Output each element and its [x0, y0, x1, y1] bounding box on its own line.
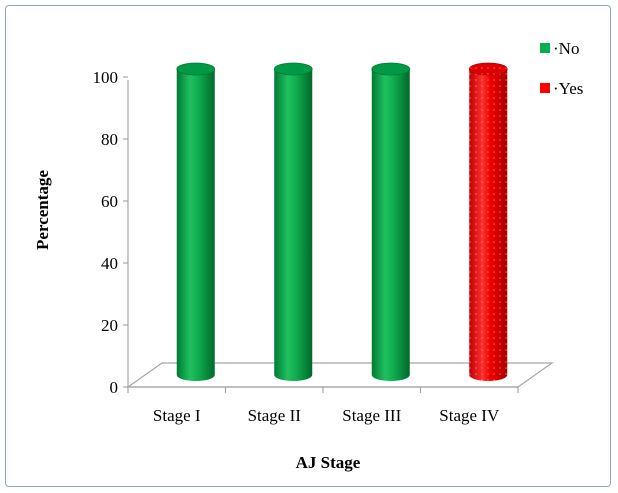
bars-group: [176, 62, 508, 381]
bar-body: [274, 69, 313, 381]
bar-yes-stage-iv[interactable]: [468, 62, 508, 381]
bar-top-cap: [273, 62, 313, 76]
bar-body: [371, 69, 410, 381]
bar-no-stage-ii[interactable]: [273, 62, 313, 381]
y-axis-ticks: 0 20 40 60 80 100: [93, 68, 128, 397]
legend-label-no: ·No: [553, 39, 579, 58]
y-tick-label: 80: [101, 130, 118, 149]
legend: ·No ·Yes: [540, 39, 583, 98]
x-axis-label: AJ Stage: [296, 453, 361, 472]
bar-top-cap: [371, 62, 411, 76]
y-tick-label: 40: [101, 254, 118, 273]
y-tick-label: 60: [101, 192, 118, 211]
bar-no-stage-iii[interactable]: [371, 62, 411, 381]
legend-item-yes[interactable]: ·Yes: [540, 79, 583, 98]
bar-top-pattern: [469, 63, 508, 75]
bar-pattern: [469, 69, 508, 381]
y-tick-label: 100: [93, 68, 119, 87]
x-axis-ticks: Stage I Stage II Stage III Stage IV: [127, 387, 519, 425]
legend-swatch-yes: [540, 83, 550, 93]
bar-top-cap: [176, 62, 216, 76]
bar-body: [176, 69, 215, 381]
y-tick-label: 0: [110, 378, 119, 397]
legend-swatch-no: [540, 43, 550, 53]
x-tick-label: Stage I: [153, 406, 201, 425]
legend-label-yes: ·Yes: [553, 79, 583, 98]
legend-item-no[interactable]: ·No: [540, 39, 579, 58]
y-tick-label: 20: [101, 316, 118, 335]
x-tick-label: Stage II: [248, 406, 302, 425]
y-axis-label: Percentage: [33, 170, 52, 250]
x-tick-label: Stage III: [342, 406, 401, 425]
x-tick-label: Stage IV: [439, 406, 500, 425]
bar-no-stage-i[interactable]: [176, 62, 216, 381]
